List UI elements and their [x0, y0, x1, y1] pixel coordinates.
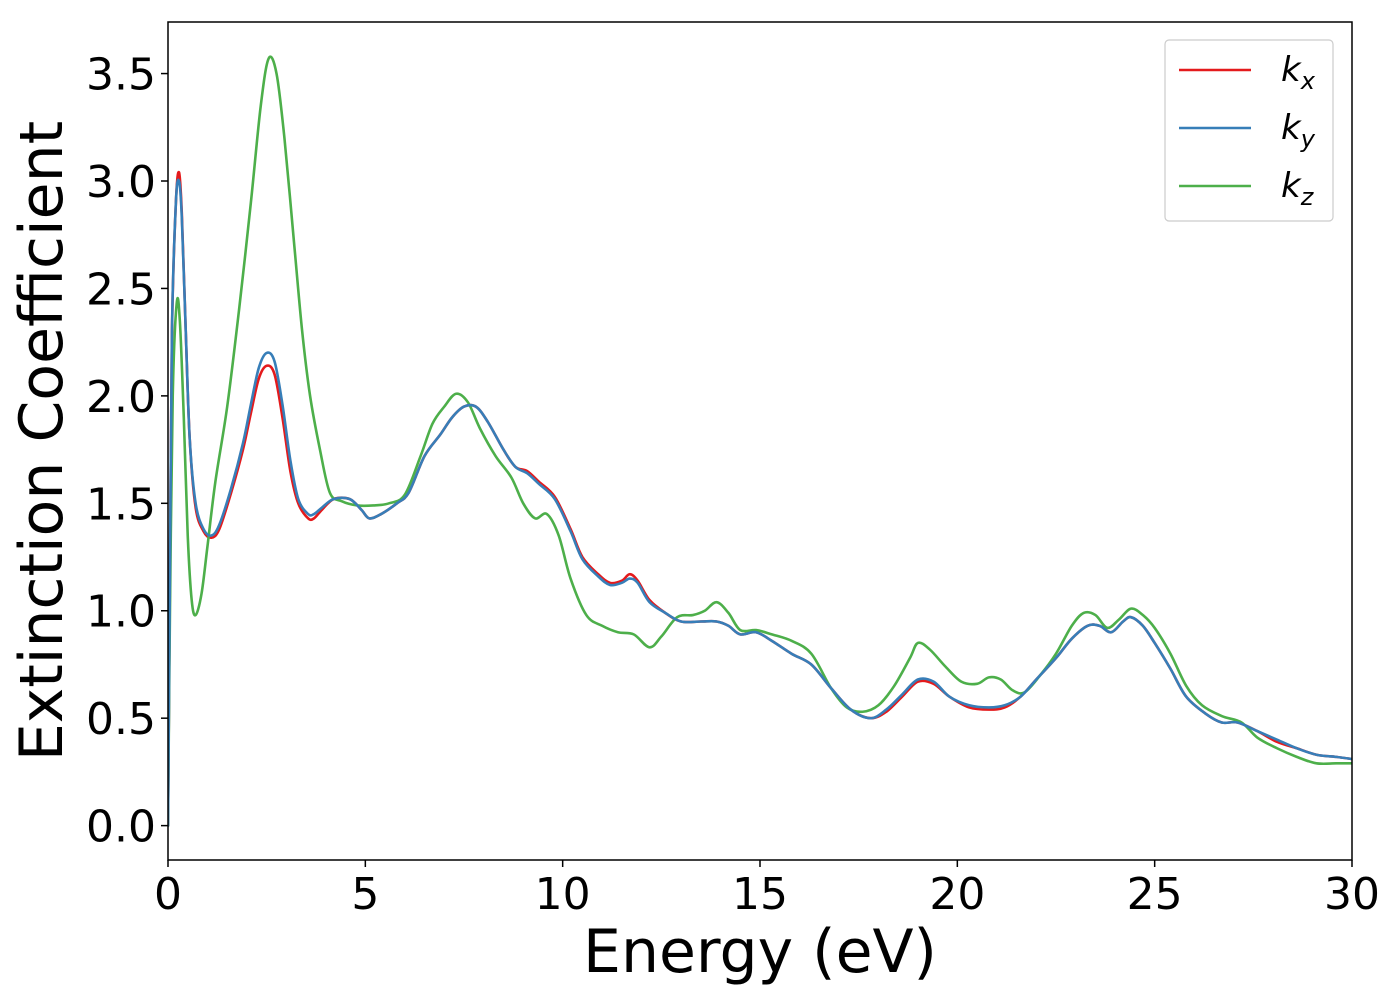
series-layer — [168, 55, 1352, 827]
x-axis: 0 5 10 15 20 25 30 — [154, 860, 1380, 920]
x-tick-label: 25 — [1127, 869, 1183, 920]
x-tick-label: 5 — [351, 869, 379, 920]
y-tick-label: 0.0 — [86, 802, 156, 853]
legend-label-subscript: y — [1300, 125, 1316, 153]
x-tick-label: 20 — [929, 869, 985, 920]
x-tick-label: 0 — [154, 869, 182, 920]
legend-label-ky: ky — [1281, 108, 1316, 153]
x-axis-title: Energy (eV) — [583, 917, 937, 987]
y-tick-label: 1.5 — [86, 479, 156, 530]
y-tick-label: 3.5 — [86, 50, 156, 101]
series-line-kz — [168, 55, 1352, 827]
legend-label-base: k — [1281, 108, 1302, 148]
legend-box — [1164, 39, 1334, 222]
y-tick-label: 2.0 — [86, 372, 156, 423]
x-tick-label: 10 — [535, 869, 591, 920]
y-tick-label: 0.5 — [86, 694, 156, 745]
legend-label-base: k — [1281, 166, 1302, 206]
series-line-ky — [168, 178, 1352, 827]
y-axis: 0.0 0.5 1.0 1.5 2.0 2.5 3.0 3.5 — [86, 50, 168, 853]
y-axis-title: Extinction Coefficient — [7, 121, 77, 761]
y-tick-label: 1.0 — [86, 587, 156, 638]
legend-label-subscript: z — [1300, 183, 1315, 211]
x-tick-label: 15 — [732, 869, 788, 920]
legend-label-base: k — [1281, 50, 1302, 90]
legend-label-subscript: x — [1300, 67, 1316, 95]
legend-label-kz: kz — [1281, 166, 1315, 211]
y-tick-label: 2.5 — [86, 264, 156, 315]
x-tick-label: 30 — [1324, 869, 1380, 920]
legend-label-kx: kx — [1281, 50, 1316, 95]
y-tick-label: 3.0 — [86, 157, 156, 208]
